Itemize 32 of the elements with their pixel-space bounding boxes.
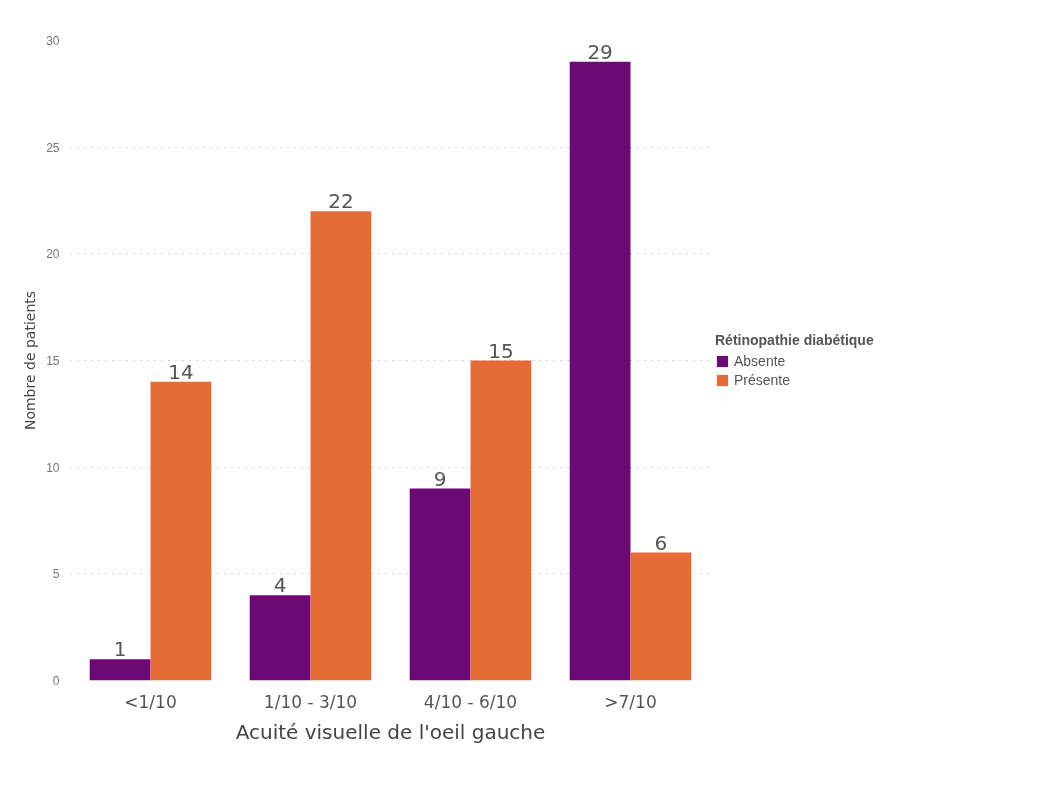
bar xyxy=(310,211,372,681)
bar xyxy=(89,659,151,681)
x-tick-label: 1/10 - 3/10 xyxy=(263,691,358,712)
data-label: 1 xyxy=(113,637,127,662)
legend-label: Absente xyxy=(734,353,786,369)
y-tick-label: 25 xyxy=(46,140,60,155)
data-label: 22 xyxy=(328,189,354,214)
data-label: 6 xyxy=(654,530,668,555)
y-tick-label: 0 xyxy=(52,674,60,688)
y-tick-label: 15 xyxy=(46,354,60,368)
bar xyxy=(569,61,631,681)
bar xyxy=(409,488,471,681)
x-tick-label: >7/10 xyxy=(604,691,657,712)
bar xyxy=(630,552,692,681)
bar xyxy=(150,381,212,681)
legend-title: Rétinopathie diabétique xyxy=(715,332,874,348)
data-label: 29 xyxy=(587,39,613,64)
x-axis-title: Acuité visuelle de l'oeil gauche xyxy=(235,719,546,744)
y-tick-label: 10 xyxy=(46,460,60,475)
y-tick-label: 5 xyxy=(52,567,60,582)
x-tick-label: <1/10 xyxy=(124,691,177,712)
data-label: 9 xyxy=(433,466,447,491)
bar xyxy=(249,595,311,681)
y-tick-label: 30 xyxy=(46,34,60,48)
data-label: 14 xyxy=(168,359,194,384)
data-label: 15 xyxy=(488,338,514,363)
x-tick-label: 4/10 - 6/10 xyxy=(423,691,518,712)
data-label: 4 xyxy=(273,573,287,598)
y-tick-label: 20 xyxy=(46,247,60,262)
legend-label: Présente xyxy=(734,372,791,388)
bar xyxy=(470,360,532,681)
y-axis-title: Nombre de patients xyxy=(22,290,39,431)
